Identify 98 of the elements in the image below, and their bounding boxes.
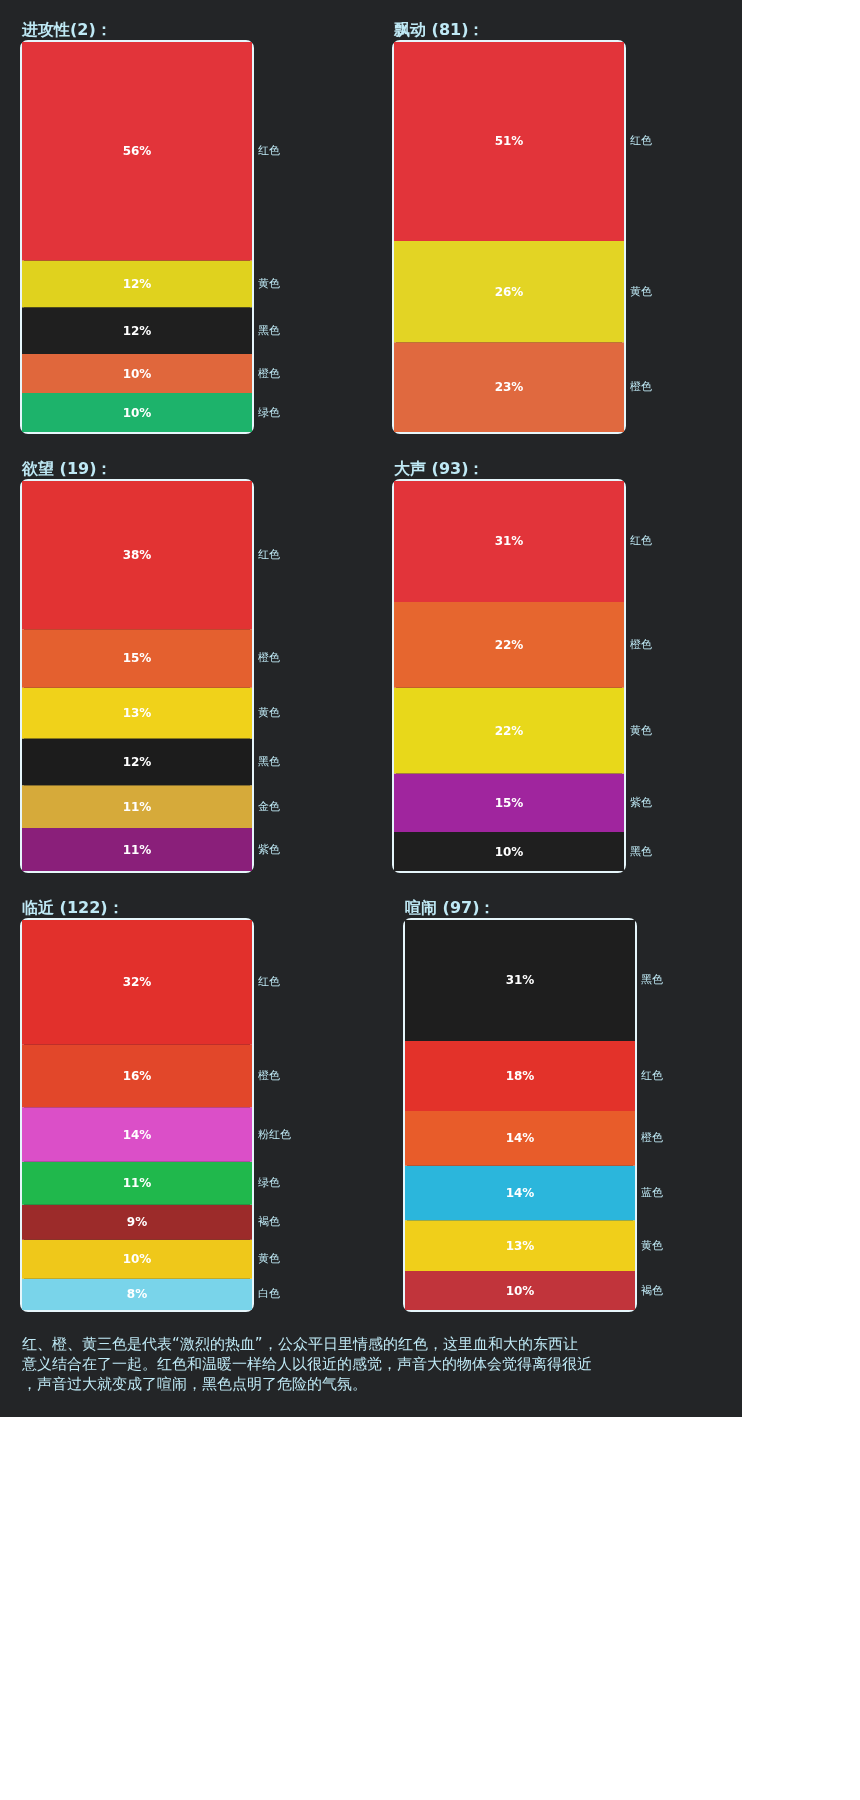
series-label: 橙色	[630, 637, 652, 651]
data-label: 14%	[122, 1127, 152, 1142]
bar	[22, 738, 252, 786]
data-label: 10%	[122, 366, 152, 381]
bar	[22, 1107, 252, 1162]
bar	[394, 481, 624, 602]
series-label: 橙色	[258, 1069, 280, 1082]
bar	[394, 687, 624, 774]
series-label: 红色	[258, 548, 280, 562]
data-label: 8%	[126, 1287, 148, 1302]
data-label: 13%	[122, 706, 152, 721]
bar	[22, 354, 252, 393]
data-label: 12%	[122, 754, 152, 769]
data-label: 13%	[505, 1238, 535, 1253]
chart-title: 飘动 (81)：	[393, 20, 485, 39]
series-label: 褐色	[641, 1283, 663, 1297]
bar	[394, 773, 624, 832]
data-label: 10%	[122, 1252, 152, 1267]
bar	[394, 832, 624, 871]
bar	[22, 785, 252, 829]
bar	[405, 1271, 635, 1310]
series-label: 红色	[630, 134, 652, 148]
data-label: 14%	[505, 1186, 535, 1200]
data-label: 16%	[122, 1069, 152, 1083]
bar	[22, 1204, 252, 1240]
chart-title: 喧闹 (97)：	[405, 898, 496, 917]
series-label: 绿色	[258, 1176, 280, 1190]
series-label: 红色	[258, 975, 280, 989]
data-label: 51%	[494, 134, 524, 149]
series-label: 白色	[258, 1287, 280, 1301]
bar	[22, 828, 252, 871]
series-label: 橙色	[258, 366, 280, 380]
bar	[405, 1040, 635, 1112]
series-label: 黑色	[641, 973, 663, 987]
data-label: 14%	[505, 1131, 535, 1146]
series-label: 黄色	[258, 1252, 280, 1266]
series-label: 黄色	[630, 723, 652, 737]
series-label: 黄色	[630, 284, 652, 298]
text: 红、橙、黄三色是代表“激烈的热血”，公众平日里情感的红色，这里血和大的东西让意义结合在了一起。红色和温暖一样给人以很近的感觉，声音大的物体会觉得离得很近，声音过大就变成了喧闹，黑色点明了危险的气氛。	[21, 1335, 592, 1393]
data-label: 10%	[494, 844, 524, 859]
series-label: 粉红色	[258, 1127, 291, 1141]
data-label: 31%	[505, 973, 535, 988]
bar	[22, 687, 252, 739]
series-label: 橙色	[630, 380, 652, 394]
bar	[405, 1165, 635, 1221]
data-label: 31%	[494, 534, 524, 549]
data-label: 22%	[494, 723, 524, 738]
bar	[22, 307, 252, 354]
data-label: 12%	[122, 323, 152, 338]
data-label: 11%	[122, 842, 152, 857]
data-label: 15%	[494, 795, 524, 810]
series-label: 黑色	[258, 323, 280, 337]
data-label: 32%	[122, 975, 152, 990]
data-label: 12%	[122, 276, 152, 291]
series-label: 黄色	[258, 706, 280, 720]
series-label: 黄色	[641, 1238, 663, 1252]
data-label: 18%	[505, 1069, 535, 1083]
series-label: 红色	[258, 144, 280, 158]
series-label: 褐色	[258, 1215, 280, 1229]
chart-title: 大声 (93)：	[394, 459, 485, 478]
series-label: 黑色	[258, 754, 280, 768]
series-label: 橙色	[258, 651, 280, 665]
data-label: 56%	[122, 144, 152, 159]
series-label: 紫色	[258, 842, 280, 856]
bar	[22, 1161, 252, 1205]
data-label: 11%	[122, 1176, 152, 1191]
series-label: 蓝色	[641, 1186, 663, 1199]
bar	[22, 1278, 252, 1310]
data-label: 15%	[122, 651, 152, 666]
data-label: 10%	[122, 405, 152, 420]
chart-title: 进攻性(2)：	[21, 20, 112, 39]
bar	[22, 1044, 252, 1108]
data-label: 38%	[122, 548, 152, 563]
series-label: 红色	[630, 534, 652, 548]
data-label: 10%	[505, 1283, 535, 1298]
series-label: 红色	[641, 1069, 663, 1082]
series-label: 金色	[258, 799, 280, 813]
bar	[22, 920, 252, 1045]
chart-title: 临近 (122)：	[22, 898, 124, 917]
series-label: 紫色	[630, 795, 652, 809]
data-label: 23%	[494, 380, 524, 395]
bar	[405, 920, 635, 1041]
bar	[405, 1111, 635, 1166]
data-label: 22%	[494, 637, 524, 652]
bar	[22, 260, 252, 308]
bar	[22, 1239, 252, 1279]
bar	[405, 1220, 635, 1271]
bar	[22, 393, 252, 432]
series-label: 黑色	[630, 844, 652, 858]
series-label: 绿色	[258, 405, 280, 419]
series-label: 橙色	[641, 1131, 663, 1145]
bar	[394, 601, 624, 688]
data-label: 11%	[122, 799, 152, 814]
chart-title: 欲望 (19)：	[21, 459, 113, 478]
bar	[22, 629, 252, 688]
series-label: 黄色	[258, 276, 280, 290]
data-label: 9%	[126, 1215, 148, 1230]
data-label: 26%	[494, 284, 524, 299]
